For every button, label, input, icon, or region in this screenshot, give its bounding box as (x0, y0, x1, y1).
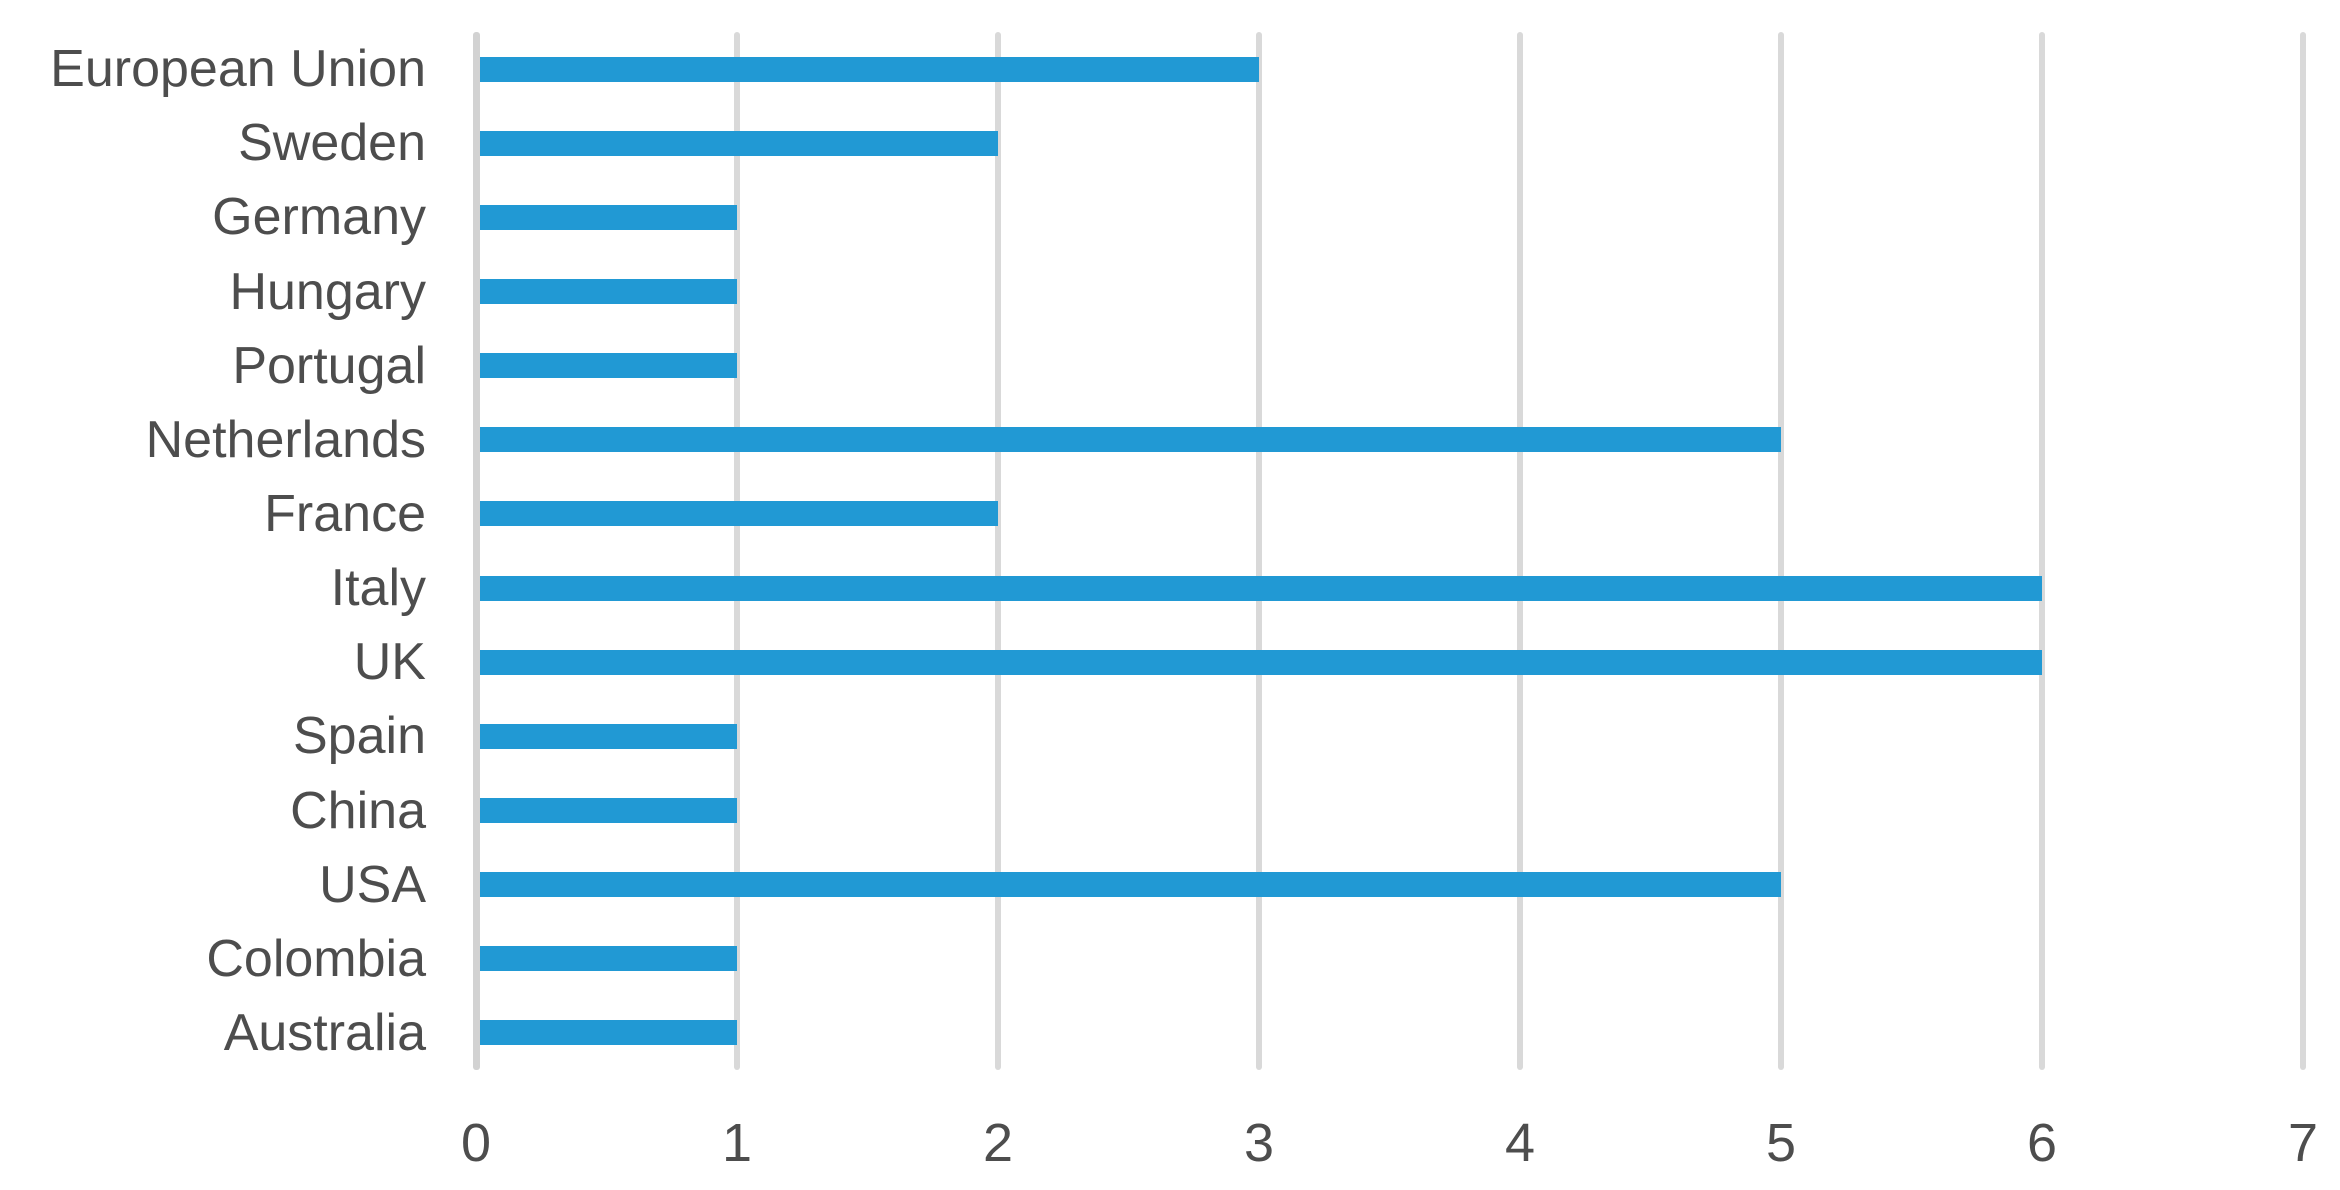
bar (480, 1020, 737, 1046)
plot-area (473, 32, 2306, 1070)
bar (480, 279, 737, 304)
bar (480, 56, 1259, 82)
category-label: European Union (50, 40, 426, 99)
x-tick-label: 1 (721, 1113, 753, 1173)
category-label: Spain (293, 707, 426, 766)
x-tick-label: 3 (1243, 1113, 1275, 1173)
x-tick-label: 2 (982, 1113, 1014, 1173)
category-label: Hungary (229, 262, 426, 321)
category-label: France (264, 484, 426, 543)
category-label: Germany (212, 188, 426, 247)
bar (480, 501, 998, 527)
gridline (1517, 32, 1523, 1070)
bar (480, 130, 998, 156)
bar (480, 798, 737, 823)
gridline (995, 32, 1001, 1070)
gridline (1256, 32, 1262, 1070)
bar (480, 575, 2042, 601)
x-tick-label: 5 (1765, 1113, 1797, 1173)
bar (480, 872, 1781, 898)
gridline (2039, 32, 2045, 1070)
bar (480, 649, 2042, 675)
category-label: USA (319, 855, 426, 914)
category-label: China (290, 781, 426, 840)
x-tick-label: 7 (2287, 1113, 2319, 1173)
x-tick-label: 6 (2026, 1113, 2058, 1173)
category-label: Portugal (232, 336, 426, 395)
category-label: Italy (330, 559, 426, 618)
bar (480, 723, 737, 749)
gridline (2300, 32, 2306, 1070)
gridline (1778, 32, 1784, 1070)
bar (480, 353, 737, 379)
x-tick-label: 0 (460, 1113, 492, 1173)
category-label: UK (353, 633, 426, 692)
x-tick-label: 4 (1504, 1113, 1536, 1173)
bar (480, 427, 1781, 453)
gridline (734, 32, 740, 1070)
y-axis-line (473, 32, 480, 1070)
category-label: Colombia (206, 929, 426, 988)
category-label: Netherlands (145, 410, 426, 469)
bar (480, 204, 737, 230)
bar (480, 946, 737, 972)
category-label: Australia (223, 1003, 426, 1062)
category-label: Sweden (238, 114, 426, 173)
